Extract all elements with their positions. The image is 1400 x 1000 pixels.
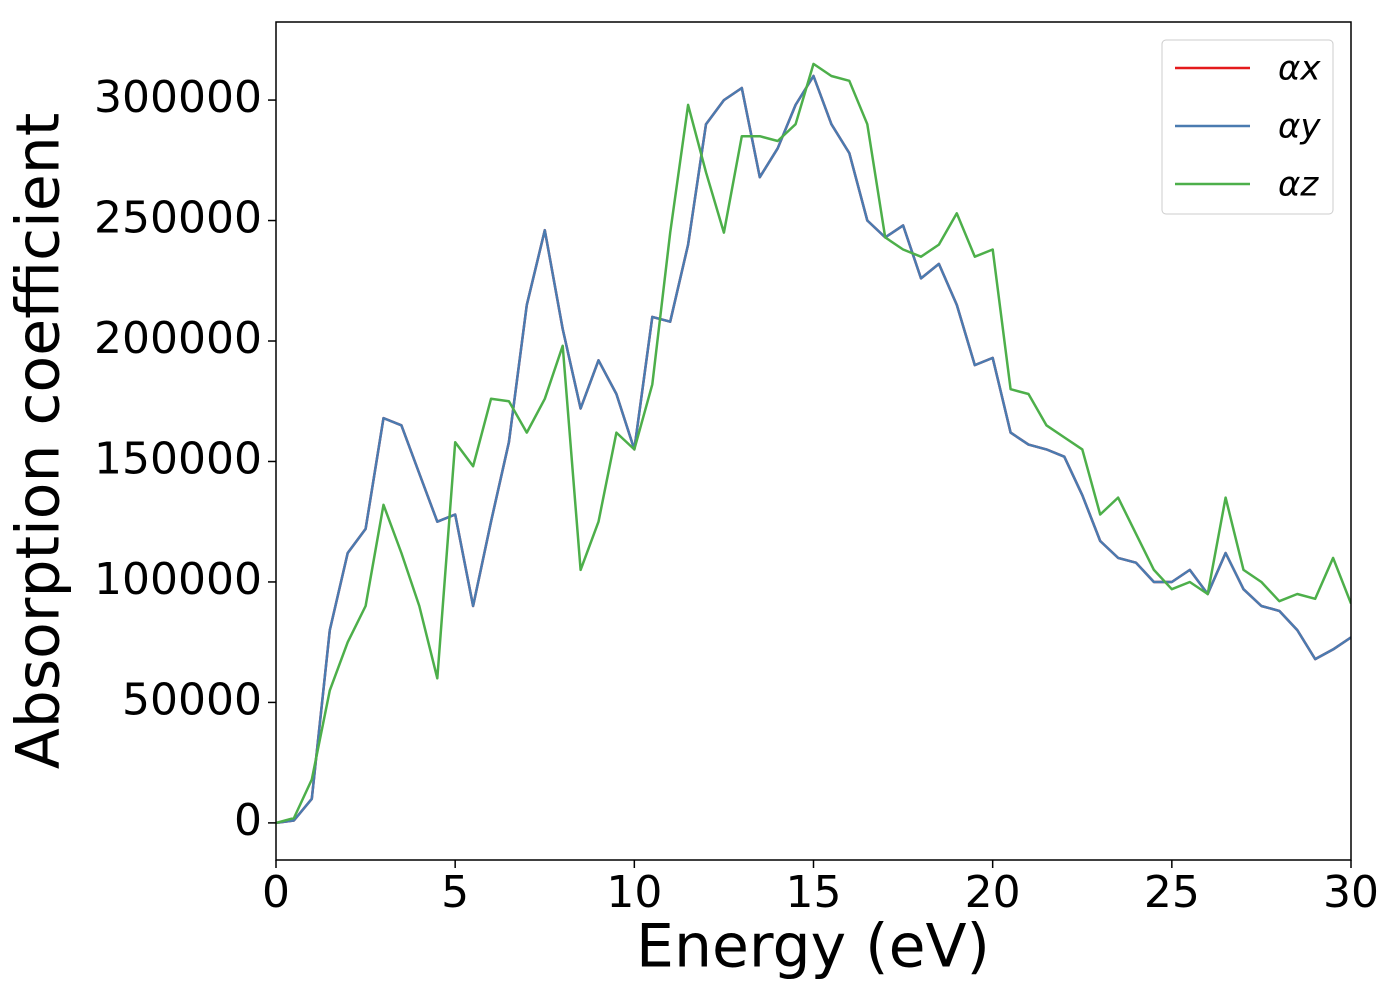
legend-label: αy: [1278, 107, 1321, 147]
y-tick-label: 300000: [94, 72, 262, 123]
x-tick-label: 20: [965, 867, 1021, 918]
x-tick-label: 0: [262, 867, 290, 918]
series-line: [276, 74, 1351, 825]
legend-label: αz: [1278, 165, 1319, 205]
y-tick-label: 0: [234, 795, 262, 846]
y-tick-label: 250000: [94, 193, 262, 244]
series-line: [276, 62, 1351, 825]
legend-label: αx: [1278, 49, 1321, 89]
y-tick-label: 200000: [94, 313, 262, 364]
x-axis-label: Energy (eV): [636, 912, 990, 982]
x-tick-label: 25: [1144, 867, 1200, 918]
x-tick-label: 5: [441, 867, 469, 918]
y-tick-label: 50000: [122, 674, 262, 725]
y-axis-label: Absorption coefficient: [4, 113, 74, 770]
x-tick-label: 30: [1323, 867, 1379, 918]
plot-frame: [275, 21, 1352, 861]
x-tick-label: 15: [786, 867, 842, 918]
y-tick-label: 100000: [94, 554, 262, 605]
x-tick-label: 10: [606, 867, 662, 918]
y-tick-label: 150000: [94, 433, 262, 484]
